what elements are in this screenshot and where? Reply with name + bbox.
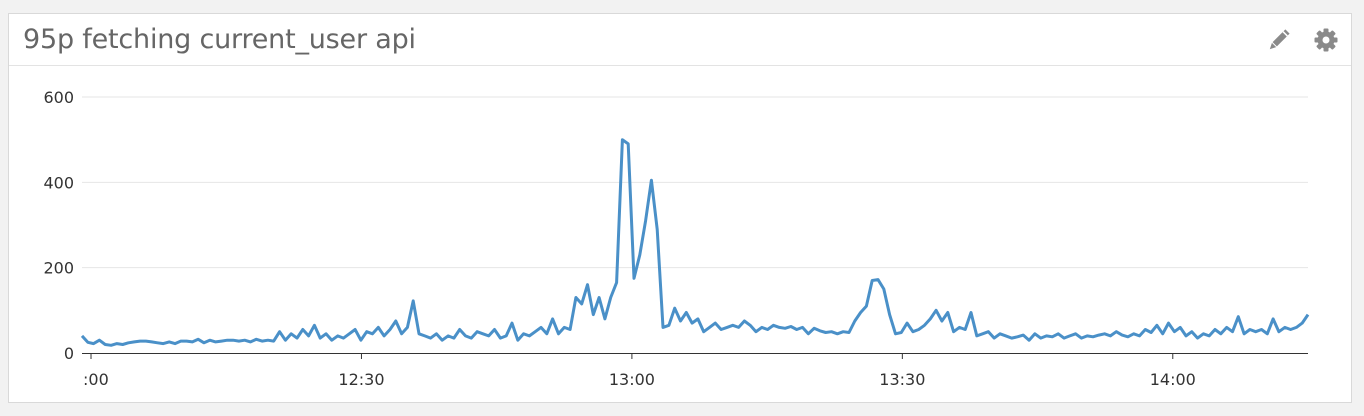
x-tick-label: :00	[83, 370, 109, 389]
x-tick-label: 14:00	[1150, 370, 1196, 389]
line-chart: 0 200 400 600 :00 12:30 13:00 13:30 14:00	[43, 88, 1310, 389]
y-tick-label: 200	[43, 259, 74, 278]
x-tick-label: 12:30	[338, 370, 384, 389]
y-tick-label: 0	[64, 344, 74, 363]
graph-widget: 95p fetching current_user api	[8, 13, 1352, 403]
widget-title: 95p fetching current_user api	[23, 24, 416, 55]
y-tick-label: 400	[43, 173, 74, 192]
x-tick-label: 13:00	[609, 370, 655, 389]
y-tick-label: 600	[43, 88, 74, 107]
series-line	[80, 138, 1310, 347]
pencil-icon[interactable]	[1265, 26, 1293, 54]
x-tick-label: 13:30	[879, 370, 925, 389]
widget-header: 95p fetching current_user api	[9, 14, 1351, 66]
gear-icon[interactable]	[1312, 26, 1340, 54]
